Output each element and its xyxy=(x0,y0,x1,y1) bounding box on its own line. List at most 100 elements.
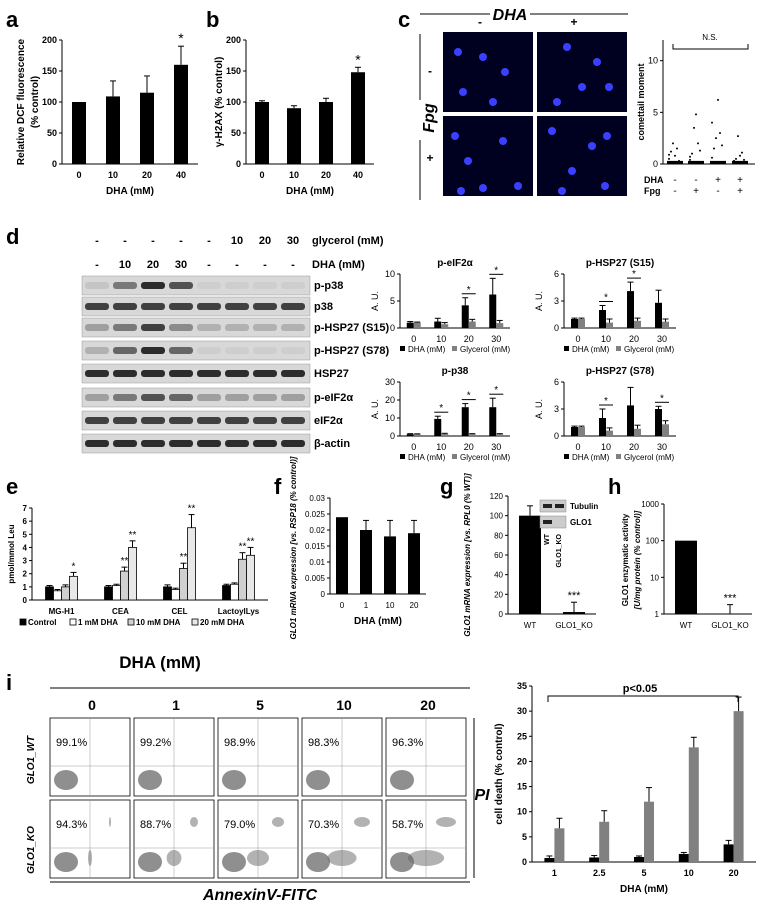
y-axis-label: γ-H2AX (% control) xyxy=(214,57,225,148)
flow-col-label: 5 xyxy=(256,697,264,713)
chart-d-p-p38: 0 10 20 30 0 10 20 30 p-p38 A. U. * * * DHA (mM) Glyce… xyxy=(370,366,511,462)
y-tick-label: 10 xyxy=(648,56,658,66)
bar xyxy=(246,554,255,601)
comet-point xyxy=(676,147,678,150)
blot-band xyxy=(225,440,249,447)
x-tick-label: 10 xyxy=(601,442,611,452)
chart-title: p-HSP27 (S15) xyxy=(586,258,654,269)
blot-band xyxy=(169,417,193,424)
x-tick-label: 5 xyxy=(641,868,646,878)
blot-band xyxy=(113,282,137,289)
bar xyxy=(45,586,54,601)
x-axis-label: DHA (mM) xyxy=(354,616,402,627)
legend-swatch xyxy=(127,618,135,626)
blot-band xyxy=(85,370,109,377)
bar xyxy=(434,418,442,436)
blot-band xyxy=(253,440,277,447)
y-tick-label: 0 xyxy=(23,596,28,605)
significance-mark: ** xyxy=(188,504,196,515)
x-tick-label: 20 xyxy=(321,170,331,180)
fpg-plus: + xyxy=(426,151,433,165)
legend-label-glycerol: Glycerol (mM) xyxy=(624,453,675,462)
x-tick-label: 30 xyxy=(491,334,501,344)
blot-band xyxy=(85,347,109,354)
x-tick-label: 0 xyxy=(411,442,416,452)
row-label-fpg: Fpg xyxy=(644,186,661,196)
bar xyxy=(406,434,414,436)
flow-percentage: 70.3% xyxy=(308,819,339,831)
y-tick-label: 6 xyxy=(23,517,28,526)
blot-band xyxy=(197,324,221,331)
x-tick-label: GLO1_KO xyxy=(555,621,592,630)
bar xyxy=(571,319,578,328)
blot-strip xyxy=(81,433,311,454)
glycerol-lane: - xyxy=(95,235,99,247)
flow-percentage: 94.3% xyxy=(56,819,87,831)
flow-late-apoptotic xyxy=(272,817,284,827)
comet-point xyxy=(743,158,745,161)
comet-nucleus xyxy=(514,182,522,190)
flow-percentage: 98.9% xyxy=(224,737,255,749)
y-tick-label: 80 xyxy=(494,531,503,540)
dha-lane: 10 xyxy=(119,259,131,271)
comet-dot-cluster xyxy=(667,160,683,164)
blot-band xyxy=(169,347,193,354)
bar xyxy=(468,321,476,328)
y-tick-label: 10 xyxy=(517,807,527,817)
y-tick-label: 3 xyxy=(23,557,28,566)
legend-swatch xyxy=(191,618,199,626)
x-tick-label: CEL xyxy=(172,607,188,616)
dha-lane: 20 xyxy=(147,259,159,271)
comet-nucleus xyxy=(489,98,497,106)
flow-title: DHA (mM) xyxy=(119,653,201,672)
comet-point xyxy=(699,149,701,152)
dha-row-label: DHA (mM) xyxy=(312,259,365,271)
x-tick-label: 10 xyxy=(108,170,118,180)
y-tick-label: 4 xyxy=(23,543,28,552)
fpg-sign: + xyxy=(693,186,699,197)
x-tick-label: 20 xyxy=(142,170,152,180)
bar xyxy=(489,294,497,328)
glycerol-lane: 20 xyxy=(259,235,271,247)
x-tick-label: 0 xyxy=(76,170,81,180)
chart-g: 0 20 40 60 80 100 120 WT *** GLO1_KO GLO1 mRNA exp… xyxy=(463,473,598,637)
panel-label-f: f xyxy=(274,474,282,499)
comet-nucleus xyxy=(548,127,556,135)
x-tick-label: 0 xyxy=(259,170,264,180)
panel-label-g: g xyxy=(440,474,453,499)
blot-band xyxy=(169,282,193,289)
dha-lane: - xyxy=(207,259,211,271)
chart-d-p-hsp27-s78: 0 3 6 0 10 20 30 p-HSP27 (S78) A. U. * * DHA (mM) Gl… xyxy=(534,366,676,462)
bar xyxy=(106,96,120,164)
comet-dot-cluster xyxy=(710,160,726,164)
bar xyxy=(688,747,699,862)
p-value-label: p<0.05 xyxy=(623,683,658,695)
blot-label: p-eIF2α xyxy=(314,392,353,404)
dha-lane: - xyxy=(235,259,239,271)
bar xyxy=(554,828,565,862)
blot-band xyxy=(113,324,137,331)
x-tick-label: 40 xyxy=(176,170,186,180)
x-tick-label: 1 xyxy=(552,868,557,878)
significance-mark: * xyxy=(604,396,608,407)
flow-spread xyxy=(88,850,92,866)
bar xyxy=(120,570,129,601)
x-tick-label: 20 xyxy=(464,334,474,344)
y-tick-label: 20 xyxy=(517,756,527,766)
significance-mark: * xyxy=(355,51,361,67)
blot-band xyxy=(281,394,305,401)
comet-nucleus xyxy=(479,53,487,61)
y-tick-label: 3 xyxy=(554,404,559,414)
y-tick-label: 1 xyxy=(23,583,28,592)
x-tick-label: 0 xyxy=(575,334,580,344)
legend-swatch-glycerol xyxy=(452,346,457,351)
y-tick-label: 1 xyxy=(655,610,660,619)
flow-row-label-ko: GLO1_KO xyxy=(26,826,37,874)
legend-label-glycerol: Glycerol (mM) xyxy=(624,345,675,354)
flow-row-label-wt: GLO1_WT xyxy=(26,735,37,784)
blot-band xyxy=(281,440,305,447)
y-tick-label: 100 xyxy=(490,512,504,521)
blot-label: β-actin xyxy=(314,438,350,450)
bar xyxy=(723,844,734,862)
